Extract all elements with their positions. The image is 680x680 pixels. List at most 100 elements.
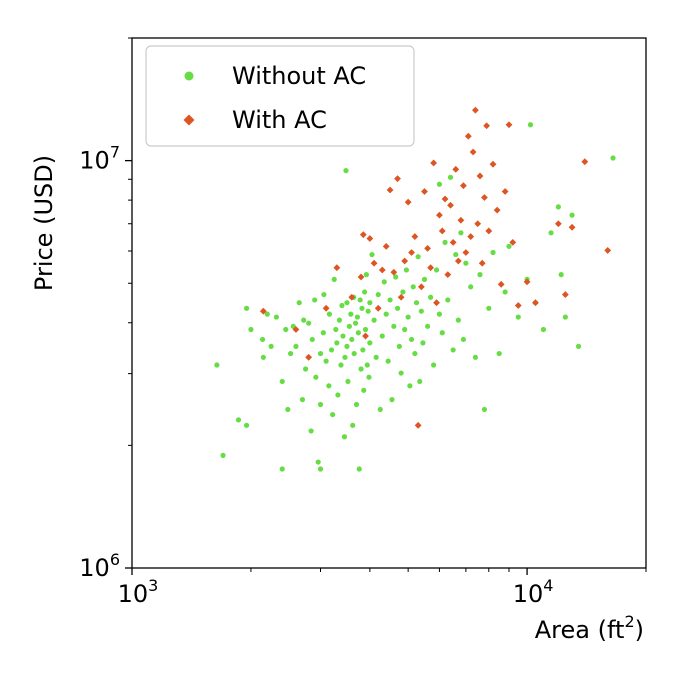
legend-label-without-ac: Without AC [232,62,366,90]
point-without-ac-79 [375,291,381,298]
point-without-ac-15 [287,350,294,357]
point-without-ac-86 [389,397,395,403]
point-without-ac-42 [336,317,343,323]
point-without-ac-127 [490,249,496,256]
point-with-ac-4 [333,264,341,272]
point-with-ac-51 [493,206,501,214]
point-with-ac-20 [408,249,415,256]
point-without-ac-128 [496,350,502,357]
point-with-ac-63 [604,247,612,254]
point-without-ac-80 [377,406,383,413]
point-without-ac-112 [439,330,445,336]
point-without-ac-121 [463,260,469,266]
point-with-ac-38 [460,182,467,190]
point-without-ac-3 [243,305,250,311]
point-without-ac-70 [363,272,369,278]
point-with-ac-17 [397,293,405,301]
point-without-ac-61 [355,330,361,336]
point-without-ac-138 [558,272,564,278]
point-with-ac-39 [462,249,470,256]
point-without-ac-48 [343,168,349,174]
point-without-ac-8 [264,311,270,317]
legend-label-with-ac: With AC [232,106,327,134]
point-without-ac-19 [299,397,306,403]
point-with-ac-47 [481,194,488,201]
point-with-ac-46 [478,259,486,267]
point-with-ac-24 [421,188,428,195]
point-without-ac-73 [366,374,372,380]
point-with-ac-9 [366,235,374,242]
point-with-ac-11 [374,304,382,312]
point-without-ac-64 [358,366,364,372]
point-without-ac-36 [328,347,335,353]
point-with-ac-29 [436,211,443,219]
point-without-ac-14 [285,406,291,413]
point-with-ac-19 [404,198,412,206]
point-without-ac-31 [320,330,326,336]
point-without-ac-93 [402,326,408,333]
legend-box [145,45,415,147]
point-without-ac-88 [393,274,399,280]
point-with-ac-41 [467,233,475,240]
point-with-ac-42 [469,148,477,156]
point-without-ac-52 [346,323,352,329]
point-without-ac-5 [248,326,254,333]
point-without-ac-0 [214,362,220,368]
point-without-ac-32 [321,291,327,298]
point-without-ac-100 [413,300,420,306]
point-without-ac-110 [436,311,443,317]
point-without-ac-17 [293,343,299,349]
point-with-ac-10 [370,259,378,267]
point-with-ac-37 [457,216,465,224]
point-without-ac-50 [344,343,350,349]
point-without-ac-84 [385,358,391,364]
legend-marker-with-ac [183,114,195,126]
point-with-ac-58 [532,299,539,307]
point-without-ac-116 [450,347,456,353]
point-without-ac-47 [342,354,348,360]
point-without-ac-49 [344,300,350,306]
point-without-ac-18 [296,300,302,306]
point-without-ac-140 [569,212,575,218]
point-without-ac-105 [421,276,428,283]
y-axis-label: Price (USD) [30,155,58,291]
point-without-ac-57 [351,350,357,357]
point-with-ac-18 [401,257,409,265]
point-with-ac-34 [449,238,457,246]
point-without-ac-118 [455,317,461,323]
point-without-ac-13 [283,326,289,333]
point-with-ac-8 [362,332,369,340]
point-with-ac-14 [386,186,394,194]
point-without-ac-92 [400,289,406,295]
point-with-ac-16 [394,175,401,183]
point-without-ac-109 [433,267,440,273]
point-without-ac-94 [403,267,410,273]
point-without-ac-38 [331,276,337,283]
point-without-ac-136 [548,230,554,236]
point-without-ac-21 [302,366,309,372]
x-axis-label-superscript: 2 [624,612,634,631]
legend-marker-without-ac [184,71,194,81]
point-without-ac-46 [341,434,348,440]
point-without-ac-1 [220,452,226,458]
point-without-ac-117 [453,251,459,258]
x-tick-label-0: 103 [118,576,159,608]
point-with-ac-62 [581,158,589,166]
point-with-ac-45 [476,172,484,180]
point-with-ac-52 [497,280,505,288]
point-without-ac-54 [349,336,355,343]
point-without-ac-87 [391,323,397,329]
point-without-ac-129 [502,289,508,295]
point-without-ac-78 [373,354,379,360]
point-without-ac-114 [445,297,451,303]
point-with-ac-48 [483,122,491,130]
point-without-ac-142 [610,155,616,161]
point-with-ac-23 [417,283,425,291]
point-with-ac-32 [444,271,452,279]
point-without-ac-71 [364,362,370,368]
point-without-ac-6 [259,336,266,343]
point-with-ac-27 [430,159,438,167]
point-without-ac-12 [279,466,285,472]
point-without-ac-4 [243,422,250,428]
